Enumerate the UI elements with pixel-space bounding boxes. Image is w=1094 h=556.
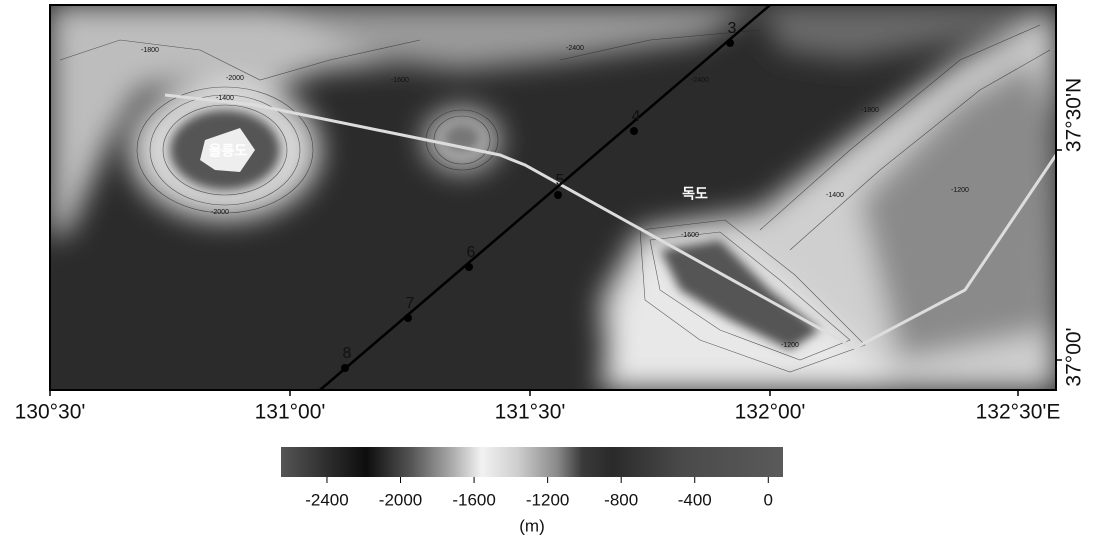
station-point (465, 263, 473, 271)
colorbar-tick-label: -2400 (305, 490, 348, 509)
colorbar-tick-label: -400 (678, 490, 712, 509)
contour-label: -2000 (211, 209, 229, 216)
x-axis-label: 132°00' (735, 401, 806, 424)
station-label: 4 (632, 108, 641, 125)
x-axis-label: 131°30' (495, 401, 566, 424)
bathymetry (50, 5, 1056, 390)
contour-label: -2400 (566, 45, 584, 52)
station-label: 3 (728, 20, 737, 37)
colorbar-unit: (m) (519, 516, 544, 535)
station-point (726, 39, 734, 47)
colorbar-tick-label: 0 (764, 490, 773, 509)
contour-label: -2000 (226, 75, 244, 82)
contour-label: -1600 (681, 232, 699, 239)
station-point (341, 364, 349, 372)
place-label: 울릉도 (209, 143, 248, 159)
colorbar-tick-label: -2000 (379, 490, 422, 509)
contour-label: -1200 (781, 342, 799, 349)
x-axis-label: 130°30' (15, 401, 86, 424)
contour-label: -1400 (826, 192, 844, 199)
station-point (554, 191, 562, 199)
contour-label: -1800 (861, 107, 879, 114)
colorbar-tick-label: -1200 (526, 490, 569, 509)
y-axis-label: 37°30'N (1063, 78, 1086, 152)
station-point (630, 127, 638, 135)
contour-label: -1200 (951, 187, 969, 194)
place-label: 독도 (682, 186, 708, 202)
contour-label: -1600 (391, 77, 409, 84)
colorbar (281, 447, 783, 477)
station-label: 7 (406, 295, 415, 312)
station-label: 5 (556, 172, 565, 189)
x-axis-label: 131°00' (255, 401, 326, 424)
colorbar-tick-label: -800 (604, 490, 638, 509)
station-point (404, 314, 412, 322)
station-label: 6 (467, 244, 476, 261)
contour-label: -1400 (216, 95, 234, 102)
contour-label: -2400 (691, 77, 709, 84)
x-axis-label: 132°30'E (976, 401, 1061, 424)
y-axis-label: 37°00' (1063, 327, 1086, 386)
station-label: 8 (343, 345, 352, 362)
map-figure: 130°30' 131°00' 131°30' 132°00' 132°30'E 37°3… (0, 0, 1094, 551)
contour-label: -1800 (141, 47, 159, 54)
colorbar-tick-label: -1600 (452, 490, 495, 509)
